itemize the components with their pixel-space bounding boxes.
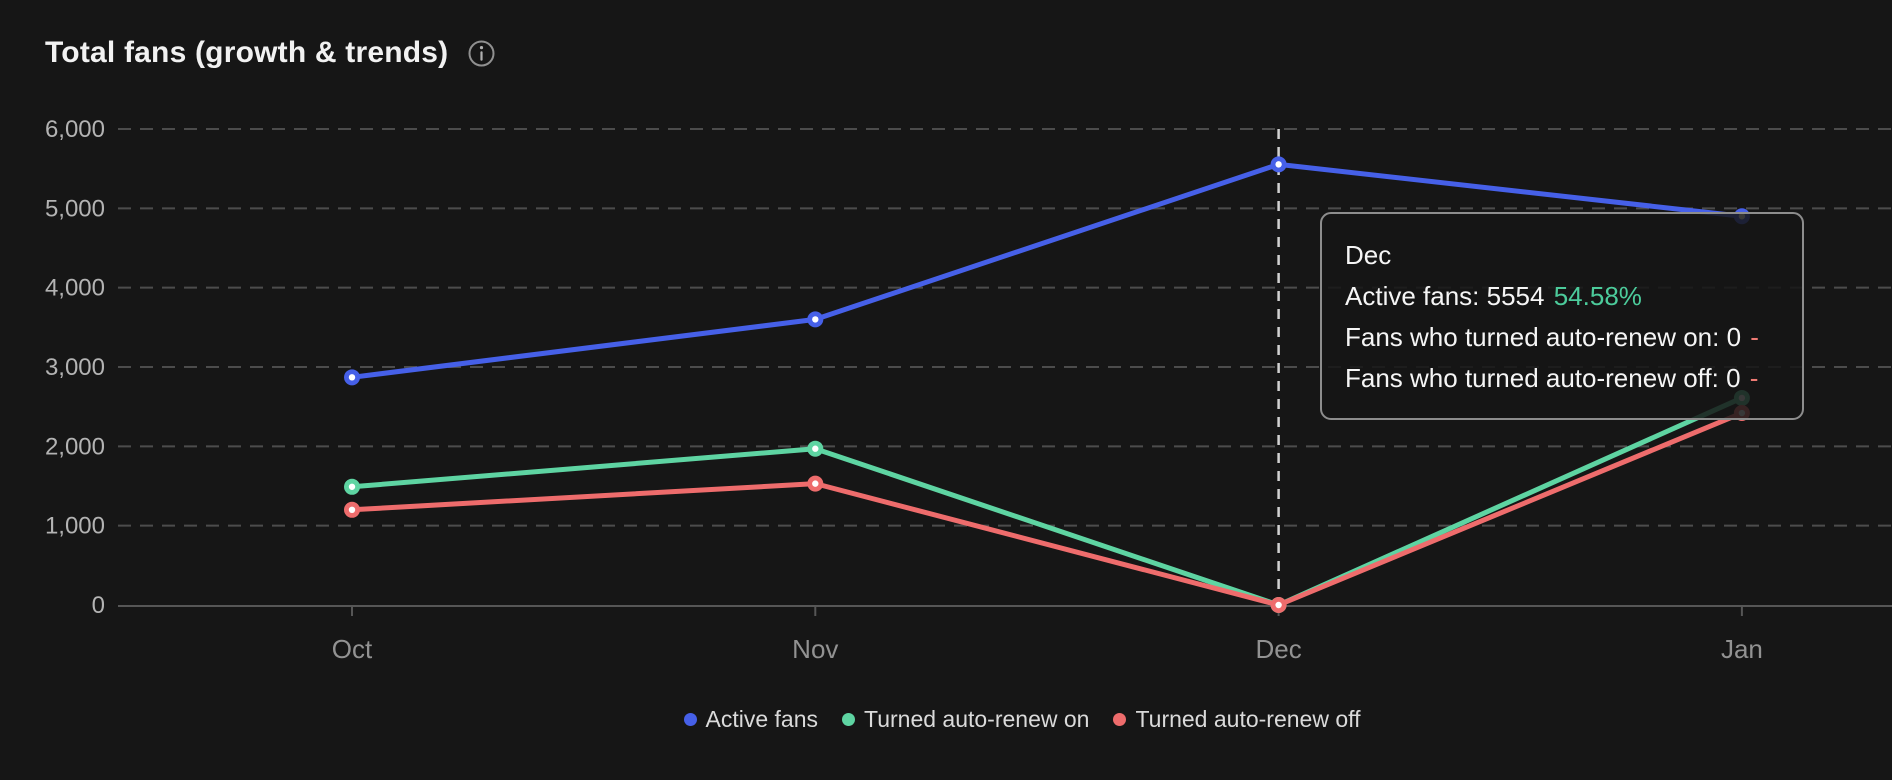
legend-label: Turned auto-renew on: [864, 706, 1090, 732]
data-point-center: [1275, 601, 1282, 609]
data-point-center: [348, 483, 356, 490]
tooltip-row-auto-renew-off: Fans who turned auto-renew off: 0 -: [1345, 363, 1759, 393]
x-axis-label: Oct: [332, 634, 373, 664]
data-point-center: [1275, 161, 1282, 168]
page-title: Total fans (growth & trends): [45, 36, 449, 69]
tooltip-row-active-fans: Active fans: 5554 54.58%: [1345, 281, 1642, 311]
tooltip-delta: -: [1749, 363, 1759, 393]
info-icon[interactable]: [468, 40, 495, 67]
data-point-center: [812, 445, 819, 452]
legend-item-auto-renew-on[interactable]: Turned auto-renew on: [842, 706, 1089, 733]
y-axis-label: 6,000: [45, 116, 105, 143]
y-axis-label: 3,000: [45, 354, 105, 381]
data-point-center: [348, 506, 356, 513]
series-line-turned-auto-renew-off[interactable]: [349, 410, 1745, 608]
chart-legend: Active fans Turned auto-renew on Turned …: [76, 706, 1892, 733]
y-axis-label: 5,000: [45, 195, 105, 222]
y-axis-label: 2,000: [45, 433, 105, 460]
data-point-center: [812, 480, 819, 487]
chart-header: Total fans (growth & trends): [45, 36, 495, 70]
legend-label: Turned auto-renew off: [1135, 706, 1361, 732]
legend-dot: [1113, 713, 1127, 726]
tooltip-delta: -: [1750, 322, 1759, 352]
tooltip-month: Dec: [1345, 240, 1392, 270]
x-axis-label: Jan: [1721, 634, 1763, 664]
legend-item-active-fans[interactable]: Active fans: [683, 706, 819, 733]
chart-tooltip: Dec Active fans: 5554 54.58% Fans who tu…: [1320, 212, 1804, 420]
data-point-center: [348, 374, 356, 381]
y-axis-label: 0: [92, 592, 105, 619]
legend-label: Active fans: [705, 706, 819, 732]
data-point-center: [812, 316, 819, 323]
x-axis-label: Dec: [1255, 634, 1301, 664]
tooltip-delta: 54.58%: [1553, 281, 1642, 311]
y-axis-label: 4,000: [45, 275, 105, 302]
tooltip-row-auto-renew-on: Fans who turned auto-renew on: 0 -: [1345, 322, 1759, 352]
legend-dot: [683, 713, 697, 726]
legend-dot: [842, 713, 855, 726]
y-axis-label: 1,000: [45, 513, 105, 540]
series-line-active-fans[interactable]: [349, 161, 1745, 380]
series-line-turned-auto-renew-on[interactable]: [349, 395, 1745, 608]
x-axis-label: Nov: [792, 634, 838, 664]
legend-item-auto-renew-off[interactable]: Turned auto-renew off: [1113, 706, 1360, 733]
